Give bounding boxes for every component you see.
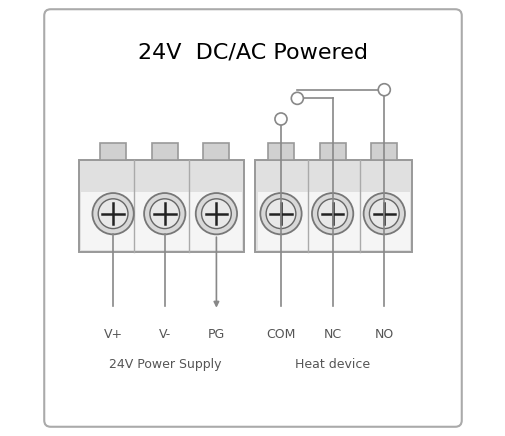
Bar bbox=[257, 192, 409, 250]
Circle shape bbox=[312, 193, 352, 235]
Bar bbox=[319, 143, 345, 160]
Bar bbox=[371, 143, 396, 160]
Circle shape bbox=[266, 199, 295, 228]
Circle shape bbox=[378, 84, 389, 96]
Bar bbox=[78, 160, 244, 252]
Text: V-: V- bbox=[159, 328, 171, 341]
Bar bbox=[268, 143, 293, 160]
Circle shape bbox=[92, 193, 133, 235]
FancyBboxPatch shape bbox=[44, 9, 461, 427]
Text: NO: NO bbox=[374, 328, 393, 341]
Text: NC: NC bbox=[323, 328, 341, 341]
Bar bbox=[255, 160, 412, 252]
Circle shape bbox=[260, 193, 301, 235]
Circle shape bbox=[144, 193, 185, 235]
Bar bbox=[152, 143, 177, 160]
Circle shape bbox=[369, 199, 398, 228]
Circle shape bbox=[291, 92, 303, 104]
Text: COM: COM bbox=[266, 328, 295, 341]
Circle shape bbox=[149, 199, 179, 228]
Text: Heat device: Heat device bbox=[294, 358, 370, 371]
Circle shape bbox=[98, 199, 128, 228]
Bar bbox=[203, 143, 229, 160]
Text: V+: V+ bbox=[104, 328, 122, 341]
Text: 24V Power Supply: 24V Power Supply bbox=[108, 358, 221, 371]
Circle shape bbox=[363, 193, 404, 235]
Circle shape bbox=[201, 199, 231, 228]
Circle shape bbox=[274, 113, 286, 125]
Text: 24V  DC/AC Powered: 24V DC/AC Powered bbox=[138, 42, 367, 62]
Bar bbox=[100, 143, 126, 160]
Bar bbox=[81, 192, 241, 250]
Circle shape bbox=[195, 193, 237, 235]
Circle shape bbox=[317, 199, 347, 228]
Text: PG: PG bbox=[208, 328, 225, 341]
